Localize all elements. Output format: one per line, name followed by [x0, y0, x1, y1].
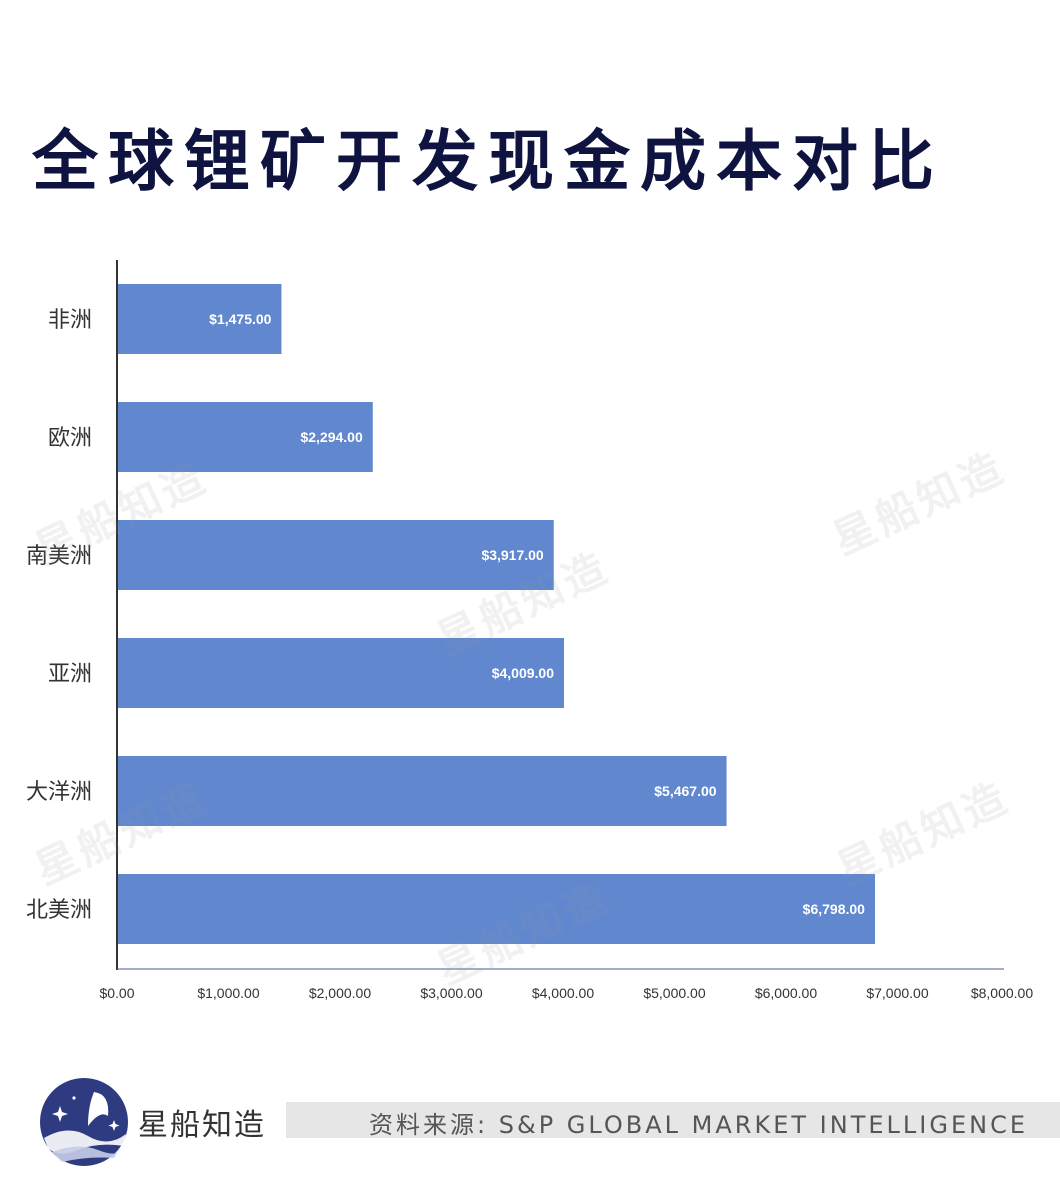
bar-value-label: $2,294.00: [300, 429, 362, 445]
bar: [117, 284, 282, 354]
source-strip: 资料来源: S&P GLOBAL MARKET INTELLIGENCE: [286, 1102, 1060, 1139]
x-tick-label: $7,000.00: [866, 985, 928, 1001]
category-label: 非洲: [48, 308, 92, 333]
bar: [117, 638, 565, 708]
x-tick-label: $0.00: [99, 985, 134, 1001]
bar: [117, 756, 727, 826]
x-tick-label: $6,000.00: [755, 985, 817, 1001]
category-label: 欧洲: [48, 426, 92, 451]
brand-name: 星船知造: [138, 1108, 266, 1143]
footer: 星船知造 资料来源: S&P GLOBAL MARKET INTELLIGENC…: [0, 1068, 1060, 1200]
bar: [117, 874, 875, 944]
bars-layer: $1,475.00 $2,294.00 $3,917.00 $4,009.00 $5,4…: [117, 284, 875, 944]
bar: [117, 520, 554, 590]
bar-chart: $1,475.00 $2,294.00 $3,917.00 $4,009.00 $5,4…: [26, 260, 1033, 1001]
category-label: 北美洲: [26, 898, 92, 923]
x-tick-label: $1,000.00: [197, 985, 259, 1001]
bar-value-label: $1,475.00: [209, 311, 271, 327]
bar-value-label: $5,467.00: [654, 783, 716, 799]
brand-logo: [40, 1078, 128, 1166]
category-label: 亚洲: [48, 662, 92, 687]
bar-value-label: $3,917.00: [481, 547, 543, 563]
x-tick-label: $8,000.00: [971, 985, 1033, 1001]
x-tick-label: $2,000.00: [309, 985, 371, 1001]
x-tick-label: $5,000.00: [643, 985, 705, 1001]
source-text: 资料来源: S&P GLOBAL MARKET INTELLIGENCE: [369, 1111, 1028, 1139]
category-label: 南美洲: [26, 544, 92, 569]
x-tick-label: $3,000.00: [420, 985, 482, 1001]
category-label: 大洋洲: [26, 780, 92, 805]
bar-value-label: $6,798.00: [803, 901, 865, 917]
bar: [117, 402, 373, 472]
chart-title: 全球锂矿开发现金成本对比: [32, 123, 944, 200]
bar-value-label: $4,009.00: [492, 665, 554, 681]
x-tick-label: $4,000.00: [532, 985, 594, 1001]
